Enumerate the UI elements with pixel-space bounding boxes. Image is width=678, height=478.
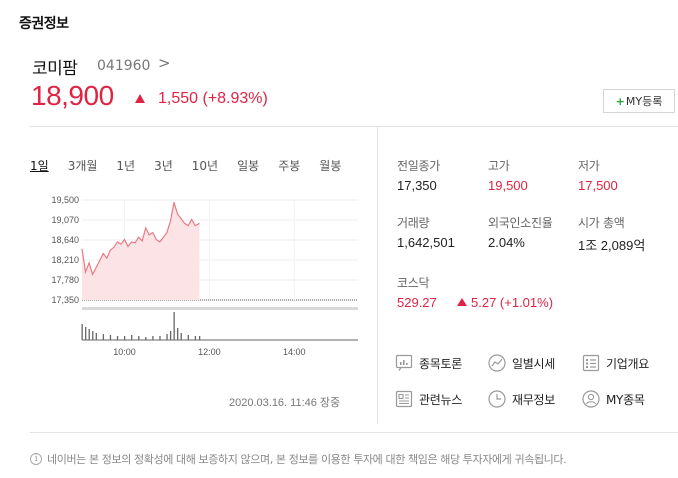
clock-icon	[488, 390, 506, 408]
low-value: 17,500	[578, 178, 618, 193]
index-label: 코스닥	[397, 276, 430, 290]
user-icon	[582, 390, 600, 408]
price-area	[82, 202, 200, 300]
link-label: 기업개요	[606, 356, 649, 371]
link-label: 일별시세	[512, 356, 555, 371]
news-icon	[395, 390, 413, 408]
tab-10year[interactable]: 10년	[191, 159, 219, 173]
prev-close-value: 17,350	[397, 178, 437, 193]
y-tick-label: 19,070	[51, 215, 79, 225]
chevron-right-icon[interactable]: >	[158, 54, 171, 72]
volume-bar	[166, 334, 168, 340]
tab-1year[interactable]: 1년	[116, 159, 136, 173]
price-change: 1,550 (+8.93%)	[158, 90, 268, 107]
volume-bar	[81, 324, 83, 340]
link-stock-discussion[interactable]: 종목토론	[395, 354, 462, 372]
index-value: 529.27	[397, 295, 437, 310]
volume-bar	[194, 336, 197, 340]
tab-3year[interactable]: 3년	[154, 159, 173, 173]
volume-bar	[116, 336, 119, 340]
price-chart[interactable]: 19,500 19,070 18,640 18,210 17,780 17,350 10:…	[0, 185, 370, 360]
section-title: 증권정보	[19, 16, 69, 32]
volume-bar	[159, 336, 161, 340]
y-tick-label: 17,350	[51, 295, 79, 305]
volume-bar	[180, 333, 182, 340]
market-cap-value: 1조 2,089억	[578, 238, 646, 253]
chart-period-tabs: 1일 3개월 1년 3년 10년 일봉 주봉 월봉	[30, 157, 360, 174]
plus-icon: +	[615, 94, 625, 108]
tab-1day[interactable]: 1일	[30, 159, 49, 173]
foreign-ratio-value: 2.04%	[488, 235, 525, 250]
link-label: 관련뉴스	[419, 392, 462, 407]
link-label: MY종목	[606, 392, 645, 407]
link-company-overview[interactable]: 기업개요	[582, 354, 649, 372]
stock-code[interactable]: 041960	[97, 58, 151, 74]
trend-line-icon	[488, 354, 506, 372]
volume-bar	[95, 333, 97, 340]
up-triangle-icon	[135, 94, 145, 103]
current-price: 18,900	[31, 80, 114, 111]
divider	[30, 126, 678, 127]
link-label: 재무정보	[512, 392, 555, 407]
link-my-stocks[interactable]: MY종목	[582, 390, 645, 408]
volume-bar	[109, 335, 112, 340]
volume-label: 거래량	[397, 216, 430, 230]
my-register-button[interactable]: + MY등록	[603, 89, 675, 113]
chart-timestamp: 2020.03.16. 11:46 장중	[229, 397, 341, 409]
chart-separator	[82, 307, 358, 310]
x-tick-label: 12:00	[198, 347, 221, 357]
foreign-ratio-label: 외국인소진율	[488, 216, 553, 230]
volume-bar	[102, 334, 105, 340]
tab-3month[interactable]: 3개월	[67, 159, 98, 173]
price-line	[81, 202, 200, 276]
tab-weekly[interactable]: 주봉	[278, 159, 301, 173]
volume-bar	[173, 312, 175, 340]
my-register-label: MY등록	[625, 95, 663, 108]
stock-name[interactable]: 코미팜	[32, 59, 78, 79]
chat-bar-icon	[395, 354, 413, 372]
up-triangle-icon	[457, 298, 467, 306]
volume-bar	[169, 331, 172, 340]
tab-monthly[interactable]: 월봉	[319, 159, 342, 173]
tab-daily[interactable]: 일봉	[237, 159, 260, 173]
y-tick-label: 17,780	[51, 275, 79, 285]
y-tick-label: 18,210	[51, 255, 79, 265]
info-icon: i	[30, 453, 42, 465]
divider	[30, 432, 678, 433]
index-change: 5.27 (+1.01%)	[471, 295, 554, 310]
disclaimer: i 네이버는 본 정보의 정확성에 대해 보증하지 않으며, 본 정보를 이용한…	[30, 451, 567, 467]
volume-bar	[138, 336, 140, 340]
disclaimer-text: 네이버는 본 정보의 정확성에 대해 보증하지 않으며, 본 정보를 이용한 투…	[47, 453, 567, 466]
high-value: 19,500	[488, 178, 528, 193]
market-cap-label: 시가 총액	[578, 216, 625, 230]
volume-bar	[177, 328, 179, 340]
volume-bar	[145, 337, 147, 340]
link-label: 종목토론	[419, 356, 462, 371]
volume-bar	[131, 335, 133, 340]
prev-close-label: 전일종가	[397, 159, 440, 173]
low-label: 저가	[578, 159, 600, 173]
link-daily-price[interactable]: 일별시세	[488, 354, 555, 372]
x-tick-label: 10:00	[113, 347, 136, 357]
divider	[377, 127, 378, 424]
y-tick-label: 19,500	[51, 195, 79, 205]
volume-bar	[198, 336, 201, 340]
volume-bar	[123, 336, 126, 340]
link-related-news[interactable]: 관련뉴스	[395, 390, 462, 408]
list-icon	[582, 354, 600, 372]
x-tick-label: 14:00	[283, 347, 306, 357]
volume-bar	[92, 331, 94, 340]
volume-bar	[85, 327, 87, 340]
y-tick-label: 18,640	[51, 235, 79, 245]
volume-value: 1,642,501	[397, 235, 455, 250]
volume-bar	[187, 335, 189, 340]
link-financial-info[interactable]: 재무정보	[488, 390, 555, 408]
volume-bar	[88, 329, 90, 340]
high-label: 고가	[488, 159, 510, 173]
volume-bar	[152, 336, 154, 340]
